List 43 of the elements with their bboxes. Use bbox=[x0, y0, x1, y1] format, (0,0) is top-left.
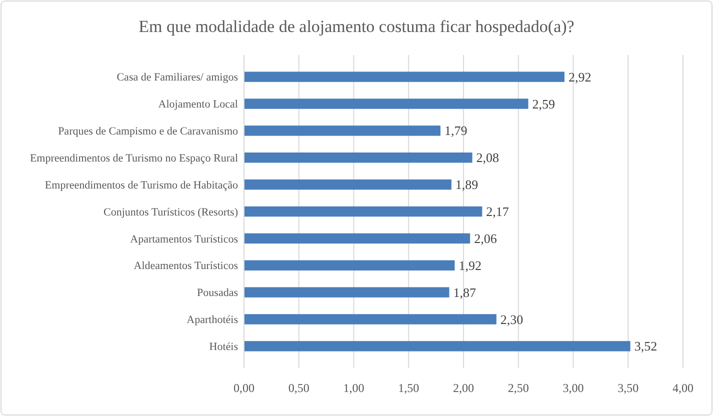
bar bbox=[244, 341, 630, 352]
y-tick-label: Empreendimentos de Turismo de Habitação bbox=[44, 179, 238, 192]
data-label: 2,30 bbox=[500, 312, 524, 327]
data-label: 2,59 bbox=[532, 96, 556, 112]
x-tick-label: 0,50 bbox=[288, 381, 310, 395]
data-label: 1,79 bbox=[444, 123, 468, 138]
bar bbox=[244, 206, 482, 217]
data-label: 2,17 bbox=[486, 204, 510, 220]
data-label: 1,87 bbox=[453, 284, 476, 300]
bar bbox=[244, 98, 528, 109]
bar bbox=[244, 287, 450, 298]
y-tick-label: Pousadas bbox=[197, 287, 238, 300]
data-label: 1,92 bbox=[458, 258, 482, 273]
y-tick-label: Aparthotéis bbox=[186, 314, 238, 326]
y-tick-label: Parques de Campismo e de Caravanismo bbox=[58, 126, 238, 138]
y-tick-label: Apartamentos Turísticos bbox=[130, 233, 238, 246]
x-tick-label: 3,00 bbox=[562, 381, 584, 395]
bar bbox=[244, 260, 455, 270]
y-tick-label: Casa de Familiares/ amigos bbox=[116, 72, 238, 84]
chart-title: Em que modalidade de alojamento costuma ficar hospedado(a)? bbox=[138, 17, 574, 36]
x-tick-label: 2,00 bbox=[453, 381, 474, 395]
x-tick-label: 1,00 bbox=[343, 381, 364, 395]
bar bbox=[244, 126, 440, 136]
data-label: 2,08 bbox=[476, 150, 500, 166]
data-label: 2,06 bbox=[474, 230, 498, 246]
y-tick-label: Empreendimentos de Turismo no Espaço Rural bbox=[30, 152, 238, 164]
data-label: 2,92 bbox=[568, 69, 592, 84]
bar bbox=[244, 314, 496, 324]
bar bbox=[244, 233, 470, 244]
x-tick-label: 3,50 bbox=[618, 381, 639, 395]
bar bbox=[244, 72, 564, 82]
x-tick-label: 0,00 bbox=[234, 381, 254, 395]
bar bbox=[244, 179, 452, 190]
bar bbox=[244, 152, 472, 163]
y-tick-label: Alojamento Local bbox=[158, 98, 238, 111]
data-label: 1,89 bbox=[455, 177, 478, 192]
y-tick-label: Aldeamentos Turísticos bbox=[134, 260, 238, 272]
x-tick-label: 4,00 bbox=[672, 381, 694, 395]
y-tick-label: Conjuntos Turísticos (Resorts) bbox=[104, 206, 238, 218]
data-label: 3,52 bbox=[634, 338, 658, 354]
x-tick-label: 2,50 bbox=[508, 381, 529, 395]
y-tick-label: Hotéis bbox=[209, 341, 238, 354]
x-tick-label: 1,50 bbox=[398, 381, 420, 395]
